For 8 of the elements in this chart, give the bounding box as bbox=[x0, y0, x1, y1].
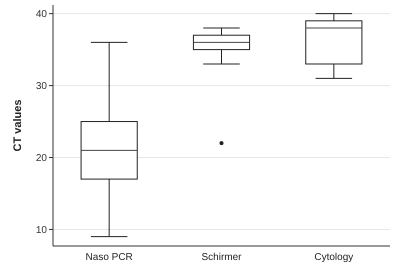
x-tick-label: Cytology bbox=[314, 252, 354, 263]
y-axis-title: CT values bbox=[12, 100, 24, 152]
y-tick-label: 20 bbox=[36, 153, 48, 164]
x-tick-label: Schirmer bbox=[201, 252, 242, 263]
y-tick-label: 30 bbox=[36, 81, 48, 92]
y-tick-label: 40 bbox=[36, 9, 48, 20]
y-tick-label: 10 bbox=[36, 224, 48, 236]
x-tick-label: Naso PCR bbox=[86, 252, 133, 263]
